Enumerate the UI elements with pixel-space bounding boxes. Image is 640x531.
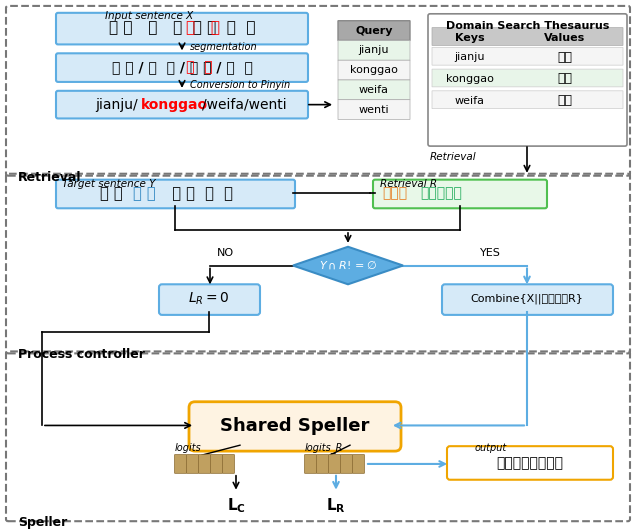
Text: wenti: wenti — [358, 105, 389, 115]
Text: Speller: Speller — [18, 516, 67, 529]
FancyBboxPatch shape — [442, 284, 613, 315]
FancyBboxPatch shape — [186, 455, 198, 473]
Text: weifa: weifa — [359, 85, 389, 95]
FancyBboxPatch shape — [338, 100, 410, 119]
Text: logits_R: logits_R — [305, 442, 344, 453]
Text: 控告: 控告 — [557, 72, 573, 85]
Text: Process controller: Process controller — [18, 348, 145, 362]
FancyBboxPatch shape — [447, 446, 613, 479]
Text: $Y \cap R != \emptyset$: $Y \cap R != \emptyset$ — [319, 260, 377, 271]
Text: Combine{X||检索词是R}: Combine{X||检索词是R} — [470, 294, 584, 304]
Text: logits: logits — [175, 443, 202, 453]
Text: segmentation: segmentation — [190, 42, 258, 53]
Text: 检 举: 检 举 — [100, 186, 128, 201]
FancyBboxPatch shape — [432, 47, 623, 65]
FancyBboxPatch shape — [198, 455, 211, 473]
Text: konggao: konggao — [350, 65, 398, 75]
Text: $L_R = 0$: $L_R = 0$ — [188, 291, 230, 307]
FancyBboxPatch shape — [373, 179, 547, 208]
FancyBboxPatch shape — [305, 455, 317, 473]
FancyBboxPatch shape — [159, 284, 260, 315]
Text: 恶   高: 恶 高 — [144, 20, 220, 35]
FancyBboxPatch shape — [317, 455, 328, 473]
Text: Keys: Keys — [455, 32, 485, 42]
Text: $\mathbf{L_R}$: $\mathbf{L_R}$ — [326, 496, 346, 515]
FancyBboxPatch shape — [175, 455, 186, 473]
FancyBboxPatch shape — [211, 455, 223, 473]
Text: 控 告: 控 告 — [133, 186, 156, 201]
Text: Domain Search Thesaurus: Domain Search Thesaurus — [446, 21, 609, 31]
Text: jianju: jianju — [359, 45, 389, 55]
Text: 恶  高: 恶 高 — [152, 60, 212, 74]
FancyBboxPatch shape — [432, 28, 623, 46]
Text: 检 举 / 恶  高 / 违 法 / 问  题: 检 举 / 恶 高 / 违 法 / 问 题 — [111, 60, 252, 74]
Text: 检举，: 检举， — [382, 186, 407, 201]
Text: Input sentence X: Input sentence X — [105, 11, 193, 21]
FancyBboxPatch shape — [223, 455, 234, 473]
FancyBboxPatch shape — [338, 60, 410, 80]
FancyBboxPatch shape — [56, 13, 308, 45]
Text: /weifa/wenti: /weifa/wenti — [202, 98, 287, 112]
FancyBboxPatch shape — [189, 402, 401, 451]
FancyBboxPatch shape — [56, 53, 308, 82]
Text: jianju/: jianju/ — [95, 98, 138, 112]
FancyBboxPatch shape — [428, 14, 627, 146]
Polygon shape — [293, 247, 403, 284]
Text: Values: Values — [545, 32, 586, 42]
Text: Retrieval R: Retrieval R — [380, 178, 437, 189]
Text: weifa: weifa — [455, 96, 485, 106]
Text: Target sentence Y: Target sentence Y — [62, 178, 156, 189]
Text: Retrieval: Retrieval — [430, 152, 477, 162]
Text: $\mathbf{L_C}$: $\mathbf{L_C}$ — [227, 496, 246, 515]
Text: 违 法  问  题: 违 法 问 题 — [162, 186, 233, 201]
Text: jianju: jianju — [455, 52, 485, 62]
Text: Retrieval: Retrieval — [18, 171, 81, 184]
Text: Conversion to Pinyin: Conversion to Pinyin — [190, 80, 290, 90]
FancyBboxPatch shape — [56, 179, 295, 208]
Text: 检举控告违法问题: 检举控告违法问题 — [497, 456, 563, 470]
FancyBboxPatch shape — [338, 80, 410, 100]
FancyBboxPatch shape — [353, 455, 365, 473]
Text: 控告，违法: 控告，违法 — [420, 186, 462, 201]
Text: Query: Query — [355, 25, 393, 36]
Text: 检举: 检举 — [557, 51, 573, 64]
FancyBboxPatch shape — [338, 21, 410, 40]
FancyBboxPatch shape — [338, 40, 410, 60]
FancyBboxPatch shape — [56, 91, 308, 118]
Text: YES: YES — [479, 247, 500, 258]
Text: output: output — [475, 443, 508, 453]
FancyBboxPatch shape — [328, 455, 340, 473]
FancyBboxPatch shape — [432, 91, 623, 108]
Text: konggao: konggao — [141, 98, 208, 112]
FancyBboxPatch shape — [432, 69, 623, 87]
Text: NO: NO — [216, 247, 234, 258]
Text: konggao: konggao — [446, 74, 494, 84]
Text: 违法: 违法 — [557, 94, 573, 107]
FancyBboxPatch shape — [340, 455, 353, 473]
Text: 检 举   恶   高  违 法  问  题: 检 举 恶 高 违 法 问 题 — [109, 20, 255, 35]
Text: Shared Speller: Shared Speller — [220, 417, 370, 435]
